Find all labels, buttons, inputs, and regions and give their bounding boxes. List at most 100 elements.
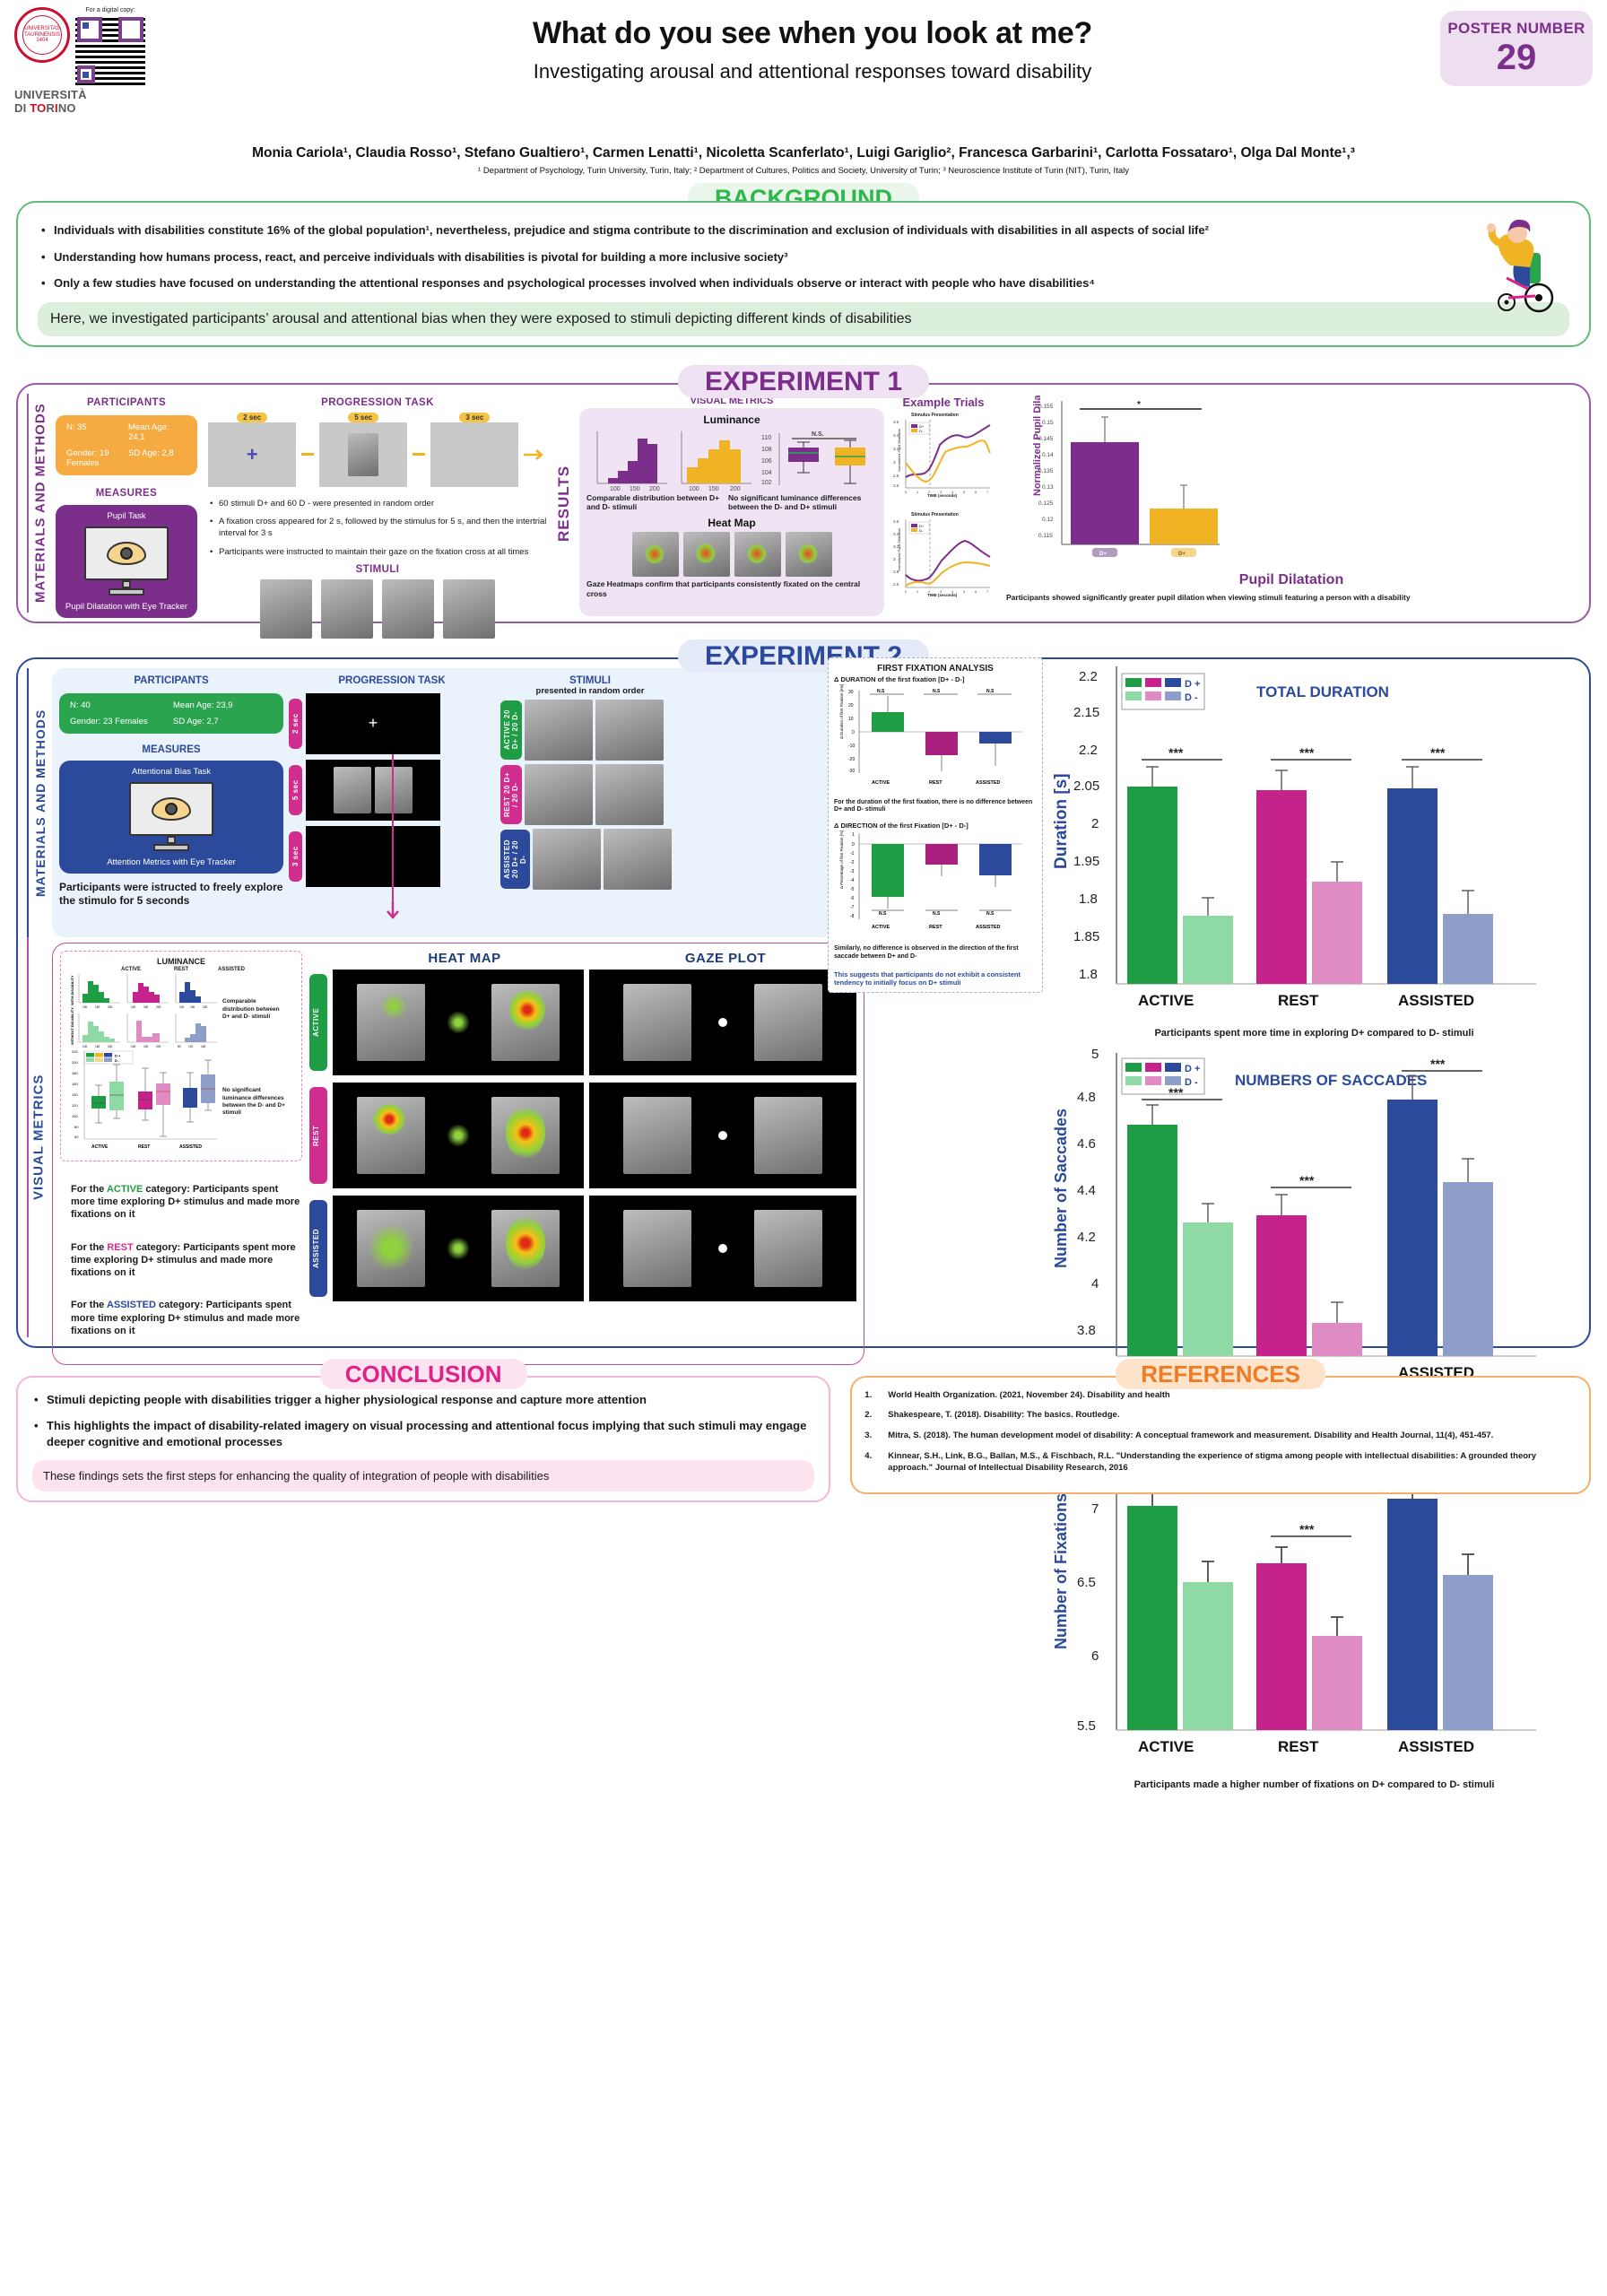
exp1-measures-header: MEASURES — [95, 487, 158, 499]
exp2-progression-header: PROGRESSION TASK — [338, 674, 446, 686]
svg-text:1: 1 — [916, 490, 919, 494]
references-box: 1. World Health Organization. (2021, Nov… — [850, 1375, 1591, 1494]
pupil-dilatation-caption: Participants showed significantly greate… — [1006, 592, 1411, 602]
reference-text: Kinnear, S.H., Link, B.G., Ballan, M.S.,… — [888, 1451, 1537, 1473]
list-item: Participants were instructed to maintain… — [208, 546, 547, 559]
poster-number-value: 29 — [1496, 38, 1537, 77]
svg-text:5: 5 — [963, 490, 966, 494]
stimulus-presentation-label: Stimulus Presentation — [911, 413, 959, 418]
svg-text:D -: D - — [115, 1058, 120, 1063]
svg-text:120: 120 — [72, 1103, 78, 1108]
conclusion-title: CONCLUSION — [319, 1358, 527, 1389]
exp2-heatmap-header: HEAT MAP — [428, 950, 501, 966]
svg-text:***: *** — [1299, 745, 1315, 760]
svg-text:***: *** — [1168, 745, 1184, 760]
svg-text:1.95: 1.95 — [1073, 854, 1099, 869]
category-description-active: For the ACTIVE category: Participants sp… — [71, 1183, 300, 1221]
svg-text:ASSISTED: ASSISTED — [976, 925, 1001, 930]
svg-text:7: 7 — [986, 589, 989, 594]
svg-text:2: 2 — [928, 490, 931, 494]
svg-text:D-: D- — [919, 528, 924, 533]
exp2-luminance-caption-1: Comparable distribution between D+ and D… — [222, 998, 280, 1020]
svg-text:Stimulus Presentation: Stimulus Presentation — [911, 512, 959, 517]
svg-text:0.12: 0.12 — [1042, 517, 1054, 523]
svg-text:D+: D+ — [919, 424, 925, 429]
svg-text:3.2: 3.2 — [893, 544, 899, 549]
poster-number-badge: POSTER NUMBER 29 — [1440, 11, 1593, 86]
exp1-luminance-caption-1: Comparable distribution between D+ and D… — [586, 492, 720, 512]
pupil-dilatation-title: Pupil Dilatation — [1238, 571, 1344, 587]
stimuli-tag-active: ACTIVE 20 D+ / 20 D- — [500, 700, 522, 760]
exp1-mean-age: Mean Age: 24,1 — [128, 422, 169, 442]
exp1-stimuli-header: STIMULI — [355, 563, 400, 575]
svg-text:N.S: N.S — [986, 689, 995, 694]
first-fixation-direction-chart: Δ Percentage of first Fixation [%] 1 0 -1… — [839, 831, 1022, 930]
svg-text:3.4: 3.4 — [893, 433, 899, 438]
eye-tracker-monitor-icon — [129, 781, 213, 852]
fixation-cross-icon: + — [246, 442, 258, 465]
saccades-chart-block: Number of Saccades 5 4.8 4.6 4.4 4.2 4 3… — [1052, 1044, 1577, 1420]
reference-item: 3. Mitra, S. (2018). The human developme… — [864, 1431, 1577, 1442]
list-item: Individuals with disabilities constitute… — [38, 222, 1410, 239]
time-chip: 3 sec — [459, 412, 491, 422]
reference-item: 1. World Health Organization. (2021, Nov… — [864, 1390, 1577, 1402]
svg-text:-30: -30 — [848, 769, 855, 774]
svg-text:0.125: 0.125 — [1038, 500, 1054, 507]
exp1-heatmap-header: Heat Map — [708, 516, 756, 529]
svg-text:ACTIVE: ACTIVE — [91, 1144, 109, 1150]
row-tag-assisted: ASSISTED — [309, 1199, 327, 1297]
svg-text:N.S: N.S — [933, 911, 941, 917]
heatmap-face — [785, 531, 832, 577]
svg-text:80: 80 — [74, 1125, 79, 1129]
title-block: What do you see when you look at me? Inv… — [185, 7, 1440, 83]
page-subtitle: Investigating arousal and attentional re… — [533, 60, 1092, 83]
gazeplot-panel-rest — [589, 1082, 856, 1188]
example-trial-chart-2: Stimulus Presentation 3.6 3.4 3.2 3 2.8 … — [893, 512, 991, 597]
svg-text:200: 200 — [108, 1045, 113, 1048]
svg-text:150: 150 — [95, 1045, 100, 1048]
svg-text:D -: D - — [1185, 1077, 1198, 1088]
time-tag: 2 sec — [289, 698, 302, 749]
heatmap-face — [734, 531, 781, 577]
svg-text:3: 3 — [940, 589, 942, 594]
svg-text:0.145: 0.145 — [1038, 436, 1054, 442]
exp1-luminance-caption-2: No significant luminance differences bet… — [728, 492, 862, 512]
exp1-measure-caption: Pupil Dilatation with Eye Tracker — [65, 601, 188, 612]
svg-text:80: 80 — [178, 1045, 181, 1048]
exp2-luminance-caption-2: No significant luminance differences bet… — [222, 1087, 285, 1116]
references-section: REFERENCES 1. World Health Organization.… — [850, 1358, 1591, 1503]
svg-text:5: 5 — [1091, 1047, 1099, 1062]
svg-text:D+: D+ — [1099, 552, 1107, 557]
list-item: A fixation cross appeared for 2 s, follo… — [208, 516, 547, 540]
svg-text:180: 180 — [72, 1071, 78, 1075]
svg-text:Number of Fixations: Number of Fixations — [1052, 1493, 1070, 1649]
svg-text:ASSISTED: ASSISTED — [976, 780, 1001, 786]
svg-text:-7: -7 — [850, 905, 855, 910]
svg-text:***: *** — [1299, 1522, 1315, 1536]
svg-text:3.6: 3.6 — [893, 420, 899, 424]
stimulus-face — [443, 578, 495, 639]
fixations-caption: Participants made a higher number of fix… — [1134, 1779, 1495, 1790]
svg-text:0: 0 — [905, 490, 908, 494]
svg-text:D+: D+ — [1178, 552, 1186, 557]
exp2-instruction: Participants were istructed to freely ex… — [59, 880, 283, 907]
exp1-participants-chip: N: 35 Mean Age: 24,1 Gender: 19 Females … — [56, 414, 197, 475]
total-duration-chart-block: Duration [s] 2.2 2.15 2.2 2.05 2 1.95 1.… — [1052, 654, 1577, 1039]
page-title: What do you see when you look at me? — [533, 16, 1092, 50]
stimulus-face — [321, 578, 373, 639]
svg-text:0: 0 — [852, 842, 855, 848]
svg-text:-2: -2 — [850, 860, 855, 865]
gazeplot-panel-assisted — [589, 1195, 856, 1301]
svg-text:0.115: 0.115 — [1038, 533, 1053, 539]
svg-text:100: 100 — [610, 486, 621, 492]
svg-text:***: *** — [1430, 1057, 1446, 1071]
reference-text: World Health Organization. (2021, Novemb… — [888, 1389, 1170, 1400]
stimulus-image — [604, 828, 672, 890]
exp2-stimuli-sub: presented in random order — [535, 685, 645, 696]
svg-text:4.6: 4.6 — [1077, 1136, 1096, 1152]
ff-note: This suggests that participants do not e… — [834, 970, 1021, 987]
svg-text:5: 5 — [963, 589, 966, 594]
qr-code[interactable] — [75, 15, 145, 85]
exp1-progression-column: PROGRESSION TASK 2 sec + 5 sec 3 sec 60 — [203, 394, 552, 639]
svg-text:***: *** — [1430, 745, 1446, 760]
